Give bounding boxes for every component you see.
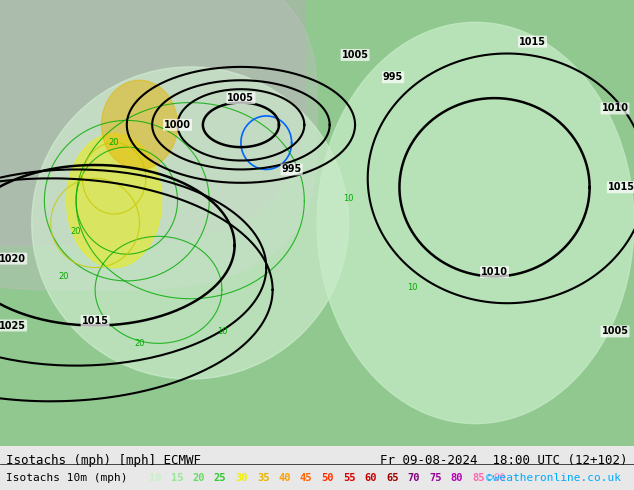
- Text: 10: 10: [344, 194, 354, 203]
- Text: 1015: 1015: [519, 37, 546, 47]
- Text: 75: 75: [429, 473, 442, 483]
- Text: 20: 20: [192, 473, 205, 483]
- Text: ©weatheronline.co.uk: ©weatheronline.co.uk: [486, 473, 621, 483]
- Text: 55: 55: [343, 473, 356, 483]
- Text: 35: 35: [257, 473, 269, 483]
- Text: 20: 20: [71, 227, 81, 236]
- FancyBboxPatch shape: [0, 0, 317, 290]
- Text: 1005: 1005: [228, 93, 254, 103]
- Ellipse shape: [32, 67, 349, 379]
- Text: 1010: 1010: [481, 267, 508, 277]
- Text: 20: 20: [134, 339, 145, 348]
- Text: 60: 60: [365, 473, 377, 483]
- Text: 10: 10: [149, 473, 162, 483]
- Text: 80: 80: [451, 473, 463, 483]
- Text: 20: 20: [109, 138, 119, 147]
- Text: 50: 50: [321, 473, 334, 483]
- Text: 20: 20: [58, 272, 68, 281]
- Text: 1025: 1025: [0, 320, 26, 331]
- Text: 90: 90: [494, 473, 507, 483]
- Text: 85: 85: [472, 473, 485, 483]
- Text: Isotachs (mph) [mph] ECMWF: Isotachs (mph) [mph] ECMWF: [6, 454, 202, 467]
- Text: 70: 70: [408, 473, 420, 483]
- Text: 1000: 1000: [164, 120, 191, 130]
- FancyBboxPatch shape: [0, 0, 304, 245]
- Text: 25: 25: [214, 473, 226, 483]
- Text: 65: 65: [386, 473, 399, 483]
- Text: 10: 10: [217, 327, 227, 337]
- Text: 30: 30: [235, 473, 248, 483]
- Text: 45: 45: [300, 473, 313, 483]
- Text: 1015: 1015: [82, 316, 108, 326]
- Text: Isotachs 10m (mph): Isotachs 10m (mph): [6, 473, 128, 483]
- Text: 40: 40: [278, 473, 291, 483]
- Text: 1015: 1015: [608, 182, 634, 192]
- Text: 1020: 1020: [0, 254, 26, 264]
- Text: 995: 995: [383, 72, 403, 82]
- Text: 1005: 1005: [602, 326, 628, 337]
- Text: 1005: 1005: [342, 50, 368, 60]
- Text: Fr 09-08-2024  18:00 UTC (12+102): Fr 09-08-2024 18:00 UTC (12+102): [380, 454, 628, 467]
- Ellipse shape: [317, 22, 634, 423]
- Ellipse shape: [67, 134, 162, 268]
- Ellipse shape: [101, 80, 178, 170]
- Text: 1010: 1010: [602, 103, 628, 114]
- Text: 15: 15: [171, 473, 183, 483]
- Text: 995: 995: [281, 165, 302, 174]
- Text: 10: 10: [407, 283, 417, 292]
